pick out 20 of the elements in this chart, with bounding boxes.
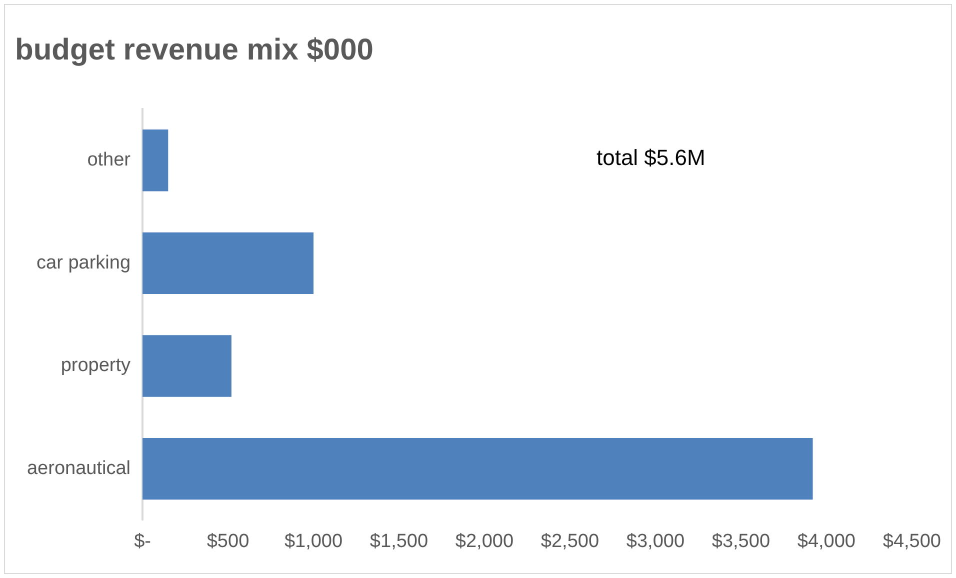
annotation: total $5.6M bbox=[596, 145, 706, 170]
x-tick-label: $2,000 bbox=[455, 530, 514, 552]
bar bbox=[142, 130, 168, 192]
x-tick-label: $- bbox=[134, 530, 151, 552]
y-tick-label: car parking bbox=[36, 252, 131, 274]
x-tick-label: $2,500 bbox=[540, 530, 600, 552]
x-tick-label: $1,500 bbox=[370, 530, 428, 552]
y-tick-label: other bbox=[87, 150, 132, 171]
bar bbox=[142, 232, 314, 294]
x-tick-label: $4,500 bbox=[882, 530, 942, 552]
x-tick-label: $3,500 bbox=[712, 530, 770, 552]
x-tick-label: $1,000 bbox=[284, 530, 343, 552]
y-tick-label: property bbox=[60, 355, 132, 376]
chart-title: budget revenue mix $000 bbox=[15, 33, 374, 66]
x-tick-label: $3,000 bbox=[626, 530, 685, 552]
y-tick-label: aeronautical bbox=[26, 458, 131, 480]
bar bbox=[142, 335, 232, 397]
x-tick-label: $4,000 bbox=[797, 530, 856, 552]
bar bbox=[142, 438, 813, 500]
x-tick-label: $500 bbox=[206, 530, 250, 552]
